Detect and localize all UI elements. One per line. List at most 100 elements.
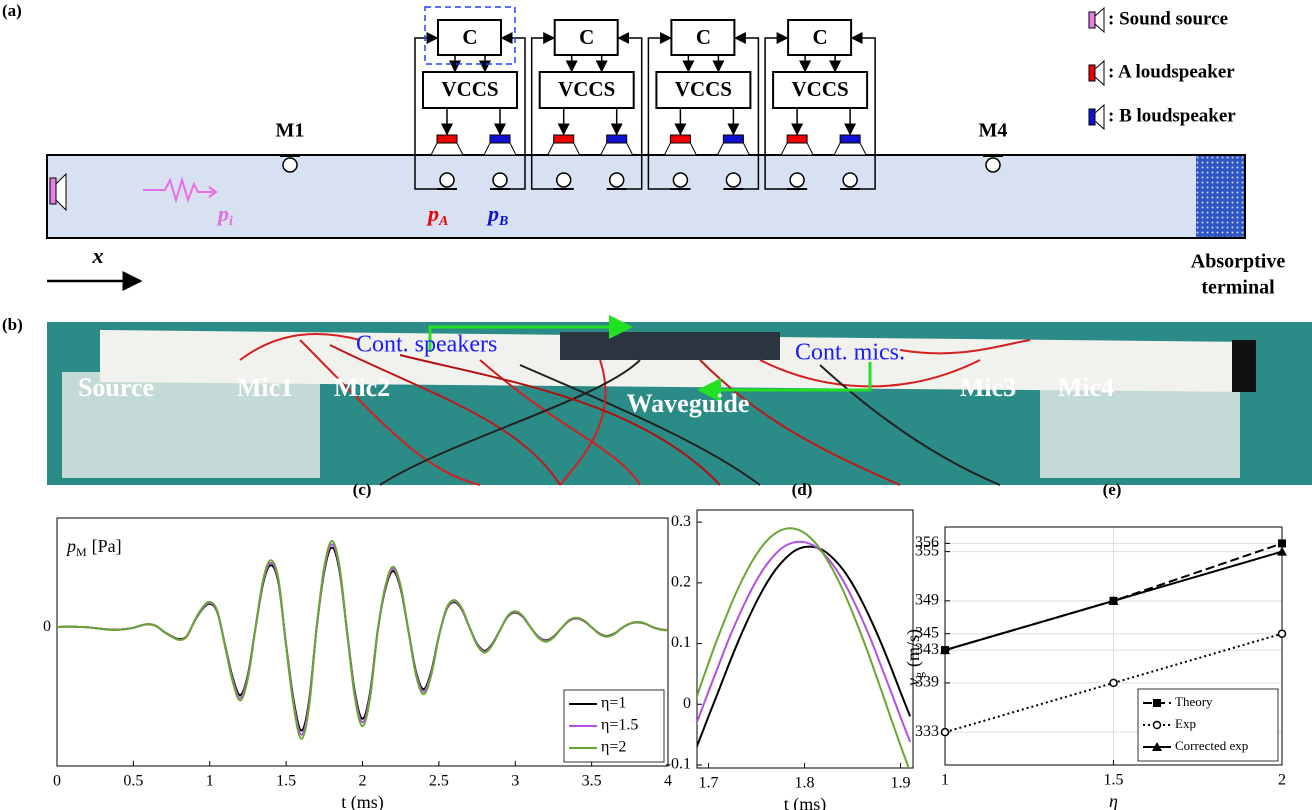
mic (726, 173, 740, 187)
annotation: Cont. mics. (795, 340, 905, 366)
x-tick-label: 1.5 (276, 773, 296, 790)
mic (493, 173, 507, 187)
symbol: p (486, 201, 499, 226)
photo-terminal (1232, 340, 1256, 392)
photo-label: Mic3 (960, 373, 1016, 402)
x-axis-label: t (ms) (341, 792, 384, 810)
y-tick-label: 356 (915, 534, 939, 551)
mic (610, 173, 624, 187)
marker (1110, 679, 1117, 686)
y-tick-label: 0 (683, 695, 691, 712)
photo-label: Mic2 (334, 373, 390, 402)
panel-label: (a) (2, 1, 22, 20)
mic-label: M4 (979, 120, 1008, 142)
photo-label: Mic4 (1058, 373, 1114, 402)
speaker-cone (717, 143, 749, 155)
unit: [Pa] (92, 536, 122, 556)
x-tick-label: 2 (1278, 772, 1286, 789)
speaker-cone (431, 143, 463, 155)
x-tick-label: 2 (359, 773, 367, 790)
mic (843, 173, 857, 187)
panel-label: (b) (2, 315, 23, 334)
x-tick-label: 0.5 (123, 773, 143, 790)
speaker-magnet (840, 135, 860, 143)
chart: (d)1.71.81.9-0.100.10.20.3t (ms) (666, 480, 913, 810)
legend-text: : Sound source (1108, 8, 1228, 29)
x-tick-label: 1.9 (891, 775, 911, 792)
legend-text: : A loudspeaker (1108, 61, 1235, 82)
x-tick-label: 4 (664, 773, 672, 790)
vccs-label: VCCS (792, 77, 849, 101)
symbol: v (903, 678, 923, 686)
legend: η=1 η=1.5 η=2 (564, 690, 664, 762)
axis-label: x (92, 243, 104, 268)
speaker-magnet (437, 135, 457, 143)
x-tick-label: 1 (206, 773, 214, 790)
speaker-magnet (723, 135, 743, 143)
x-tick-label: 1.5 (1104, 772, 1124, 789)
vccs-label: VCCS (675, 77, 732, 101)
legend-label: η=1.5 (601, 717, 638, 734)
source-icon (50, 178, 56, 204)
mic (283, 158, 297, 172)
chart-title: (d) (792, 480, 813, 499)
speaker-magnet (787, 135, 807, 143)
chart-title: (e) (1103, 480, 1122, 499)
unit: (m/s) (903, 629, 924, 667)
symbol: p (426, 201, 439, 226)
marker (1278, 539, 1286, 547)
controller-label: C (696, 25, 711, 49)
x-tick-label: 1.8 (795, 775, 815, 792)
y-tick-label: 0.3 (671, 513, 691, 530)
y-tick-label: 333 (915, 723, 939, 740)
panel-a: (a) pi pA pB M1 M4 x Absorptive terminal… (2, 1, 1285, 299)
chart: (e)11.52333339343345349355356ηvg(m/s)The… (903, 480, 1287, 810)
subscript: A (438, 214, 448, 229)
speaker-cone (548, 143, 580, 155)
x-axis-label: η (1109, 791, 1118, 810)
controller-label: C (579, 25, 594, 49)
subscript: i (229, 214, 233, 229)
terminal-label: terminal (1201, 277, 1275, 299)
photo-board (560, 332, 780, 360)
axis-label: pM[Pa] (65, 536, 122, 559)
x-tick-label: 1.7 (699, 775, 719, 792)
legend-label: Exp (1175, 716, 1196, 731)
photo-label: Mic1 (237, 373, 293, 402)
symbol: p (65, 536, 76, 556)
vccs-label: VCCS (441, 77, 498, 101)
x-axis-label: t (ms) (784, 794, 827, 810)
x-tick-label: 2.5 (429, 773, 449, 790)
controller-label: C (462, 25, 477, 49)
terminal-label: Absorptive (1191, 251, 1286, 273)
speaker-magnet (670, 135, 690, 143)
legend-text: : B loudspeaker (1108, 105, 1236, 126)
speaker-magnet (607, 135, 627, 143)
symbol: p (216, 201, 229, 226)
marker (1279, 630, 1286, 637)
speaker-cone (781, 143, 813, 155)
absorber (1196, 156, 1244, 237)
y-tick-label: 0.2 (671, 574, 691, 591)
mic-label: M1 (276, 120, 305, 142)
vccs-label: VCCS (558, 77, 615, 101)
annotation: Cont. speakers (356, 332, 497, 358)
x-tick-label: 3 (511, 773, 519, 790)
speaker-cone (484, 143, 516, 155)
x-tick-label: 1 (941, 772, 949, 789)
mic (790, 173, 804, 187)
legend-label: η=1 (601, 695, 626, 712)
figure: (a) pi pA pB M1 M4 x Absorptive terminal… (0, 0, 1312, 810)
legend-label: Corrected exp (1175, 738, 1248, 753)
speaker-cone (601, 143, 633, 155)
marker (942, 729, 949, 736)
x-tick-label: 0 (53, 773, 61, 790)
y-tick-label: 349 (915, 592, 939, 609)
speaker-magnet (490, 135, 510, 143)
speaker-cone (834, 143, 866, 155)
subscript: g (912, 672, 926, 678)
legend-label: η=2 (601, 739, 626, 756)
legend: : Sound source : A loudspeaker : B louds… (1089, 8, 1236, 129)
y-tick-label: 0.1 (671, 634, 691, 651)
